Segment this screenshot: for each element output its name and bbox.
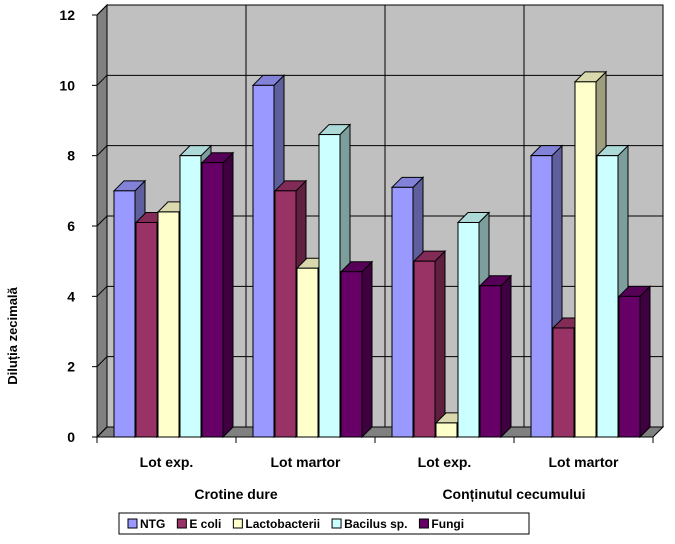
legend-box <box>118 512 530 535</box>
legend-label: Lactobacterii <box>245 517 320 531</box>
bars <box>112 70 652 439</box>
category-label: Lot exp. <box>418 454 472 470</box>
bar-front <box>618 295 641 438</box>
bar-front <box>596 155 619 438</box>
bar <box>200 151 235 439</box>
bar-front <box>135 221 158 438</box>
bar <box>478 274 513 439</box>
legend-swatch <box>176 518 187 529</box>
y-tick-label: 0 <box>67 429 75 445</box>
bar <box>412 249 447 439</box>
bar-front <box>391 186 414 438</box>
bar-front <box>318 134 341 438</box>
bar-front <box>157 211 180 438</box>
legend-swatch <box>331 518 342 529</box>
bar-front <box>413 260 436 438</box>
bar-front <box>530 155 553 438</box>
y-axis-label: Diluția zecimală <box>5 286 20 384</box>
y-tick-label: 10 <box>59 77 75 93</box>
y-axis: 0 2 4 6 8 10 12 <box>59 7 98 445</box>
bar-side <box>500 274 512 439</box>
bar-front <box>296 267 319 438</box>
group-label: Conținutul cecumului <box>442 486 585 502</box>
bar <box>617 285 652 439</box>
y-tick-label: 4 <box>67 288 75 304</box>
bar-front <box>179 155 202 438</box>
gridline <box>96 4 663 16</box>
category-label: Lot martor <box>549 454 620 470</box>
bar-side <box>222 151 234 439</box>
legend-swatch <box>232 518 243 529</box>
bar-front <box>113 190 136 438</box>
bar-front <box>574 81 597 438</box>
bar-front <box>479 285 502 438</box>
category-label: Lot exp. <box>140 454 194 470</box>
bar-front <box>252 84 275 438</box>
x-axis: Lot exp. Lot martor Lot exp. Lot martor Crot… <box>96 436 654 502</box>
legend: NTG E coli Lactobacterii Bacilus sp. Fungi <box>118 512 530 535</box>
legend-label: E coli <box>189 517 221 531</box>
bar-front <box>340 271 363 438</box>
gridline <box>96 145 663 157</box>
legend-label: Fungi <box>431 517 464 531</box>
bar-side <box>639 285 651 439</box>
legend-label: Bacilus sp. <box>344 517 407 531</box>
y-tick-label: 8 <box>67 148 75 164</box>
bar <box>339 260 374 439</box>
y-tick-label: 2 <box>67 359 75 375</box>
gridline <box>96 74 663 86</box>
bar-front <box>274 190 297 438</box>
y-tick-label: 6 <box>67 218 75 234</box>
bar-side <box>361 260 373 439</box>
bar-front <box>435 422 458 438</box>
bar-side <box>434 249 446 439</box>
bar-front <box>457 221 480 438</box>
bar-front <box>552 327 575 438</box>
group-label: Crotine dure <box>194 486 277 502</box>
legend-swatch <box>418 518 429 529</box>
y-tick-label: 12 <box>59 7 75 23</box>
legend-label: NTG <box>140 517 165 531</box>
category-label: Lot martor <box>271 454 342 470</box>
legend-swatch <box>127 518 138 529</box>
bar-front <box>201 162 224 438</box>
